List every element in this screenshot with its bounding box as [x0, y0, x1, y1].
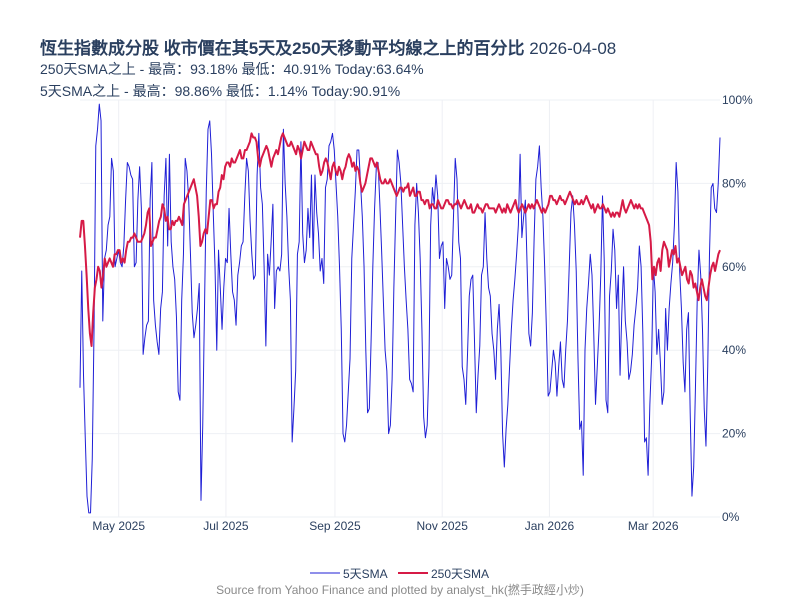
- y-tick-label: 100%: [722, 93, 753, 107]
- subtitle-5-sma-stats: 5天SMA之上 - 最高：98.86% 最低：1.14% Today:90.91…: [40, 83, 401, 99]
- legend[interactable]: 5天SMA 250天SMA: [310, 567, 489, 581]
- y-tick-label: 80%: [722, 176, 746, 190]
- series-layer: [79, 103, 721, 514]
- chart-title: 恆生指數成分股 收市價在其5天及250天移動平均線之上的百分比 2026-04-…: [40, 34, 616, 59]
- x-tick-label: May 2025: [92, 519, 145, 533]
- grid-lines: [80, 99, 720, 518]
- x-tick-label: Mar 2026: [628, 519, 679, 533]
- legend-label: 250天SMA: [431, 567, 489, 581]
- y-axis-tick-labels: 0% 20% 40% 60% 80% 100%: [722, 93, 753, 524]
- legend-item[interactable]: 250天SMA: [398, 567, 489, 581]
- x-tick-label: Jul 2025: [203, 519, 249, 533]
- y-tick-label: 20%: [722, 427, 746, 441]
- series-line-5-sma: [79, 103, 721, 514]
- x-tick-label: Sep 2025: [309, 519, 361, 533]
- legend-label: 5天SMA: [343, 567, 388, 581]
- series-line-250-sma: [79, 132, 721, 348]
- y-tick-label: 60%: [722, 260, 746, 274]
- chart-title-date: 2026-04-08: [529, 39, 617, 58]
- chart-title-main: 恆生指數成分股 收市價在其5天及250天移動平均線之上的百分比: [40, 39, 525, 58]
- y-tick-label: 40%: [722, 343, 746, 357]
- x-tick-label: Nov 2025: [417, 519, 469, 533]
- x-tick-label: Jan 2026: [525, 519, 575, 533]
- legend-item[interactable]: 5天SMA: [310, 567, 388, 581]
- x-axis-tick-labels: May 2025 Jul 2025 Sep 2025 Nov 2025 Jan 2026…: [92, 519, 679, 533]
- source-credit: Source from Yahoo Finance and plotted by…: [216, 583, 584, 597]
- subtitle-250-sma-stats: 250天SMA之上 - 最高：93.18% 最低：40.91% Today:63…: [40, 61, 424, 77]
- y-tick-label: 0%: [722, 510, 740, 524]
